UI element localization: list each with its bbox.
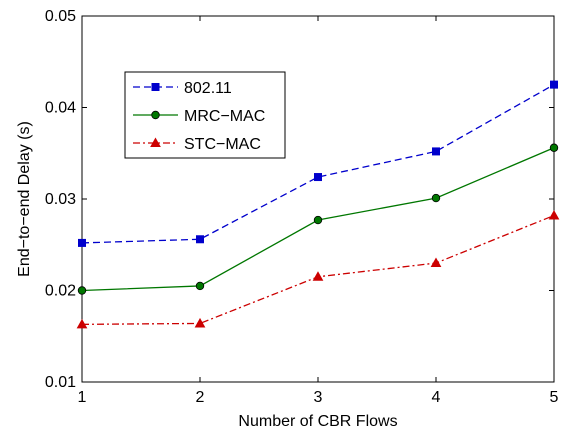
plot-area xyxy=(81,15,555,383)
data-point xyxy=(314,173,322,182)
y-tick-label: 0.04 xyxy=(45,100,76,117)
x-tick-label: 5 xyxy=(550,389,559,406)
data-point xyxy=(76,318,88,329)
data-point xyxy=(195,281,205,291)
data-point xyxy=(432,147,440,156)
plot-frame xyxy=(81,15,555,383)
series-line xyxy=(81,84,555,244)
legend-label: MRC−MAC xyxy=(184,108,265,125)
axis-ticks: 1 2 3 4 5 0.01 0.02 0.03 0.04 0.05 xyxy=(45,8,559,406)
data-point xyxy=(77,286,87,295)
series-3 xyxy=(76,209,560,329)
series-layer xyxy=(76,80,560,329)
legend-entry: 802.11 xyxy=(133,80,232,97)
y-tick-label: 0.03 xyxy=(45,191,76,208)
data-point xyxy=(313,215,323,225)
y-tick-label: 0.01 xyxy=(45,374,76,391)
x-axis-label: Number of CBR Flows xyxy=(238,413,397,430)
legend-swatch-marker xyxy=(151,110,160,120)
legend-entry: STC−MAC xyxy=(133,136,261,153)
series-2 xyxy=(77,143,559,295)
data-point xyxy=(312,271,324,281)
x-tick-label: 1 xyxy=(78,389,87,406)
x-tick-label: 2 xyxy=(196,389,205,406)
legend-label: 802.11 xyxy=(184,80,232,97)
legend-swatch-marker xyxy=(150,137,161,147)
legend: 802.11 MRC−MAC STC−MAC xyxy=(124,71,286,159)
y-tick-label: 0.02 xyxy=(45,283,76,300)
data-point xyxy=(194,317,206,328)
data-point xyxy=(78,238,86,247)
legend-swatch-marker xyxy=(151,83,160,91)
data-point xyxy=(550,80,558,89)
series-1 xyxy=(78,80,558,247)
data-point xyxy=(548,209,560,220)
x-tick-label: 4 xyxy=(432,389,441,406)
data-point xyxy=(431,193,441,203)
y-axis-label: End−to−end Delay (s) xyxy=(16,121,33,277)
legend-label: STC−MAC xyxy=(184,136,261,153)
x-tick-label: 3 xyxy=(314,389,323,406)
legend-entry: MRC−MAC xyxy=(133,108,265,125)
data-point xyxy=(430,257,442,268)
data-point xyxy=(196,235,204,244)
y-tick-label: 0.05 xyxy=(45,8,76,25)
data-point xyxy=(549,143,559,152)
